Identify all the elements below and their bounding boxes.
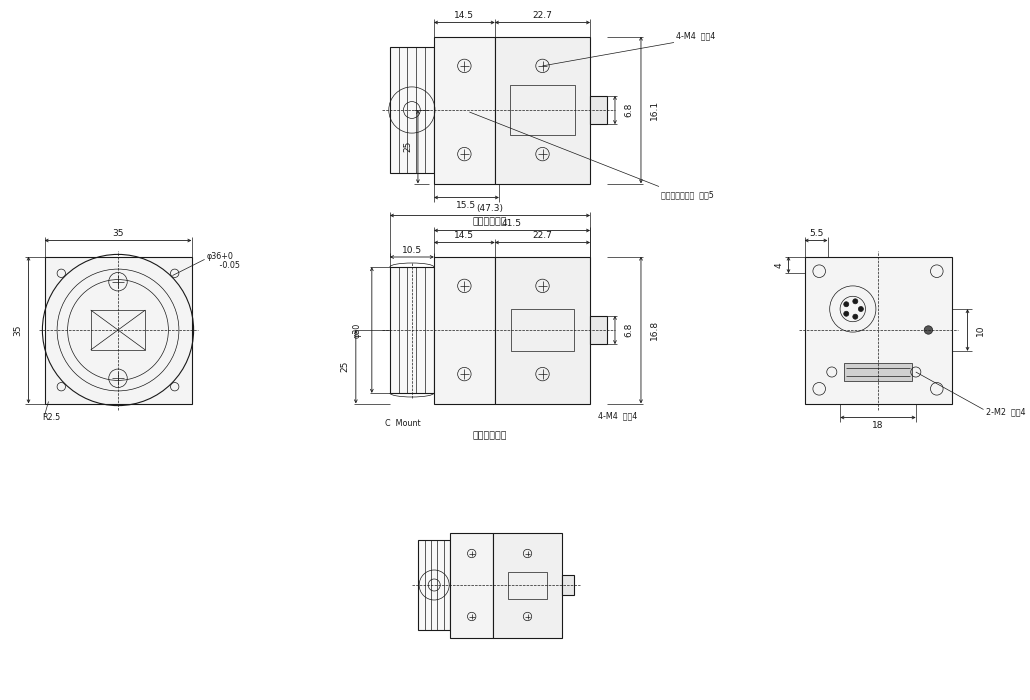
Bar	[590, 96, 607, 125]
Bar	[91, 310, 145, 350]
Text: 41.5: 41.5	[502, 220, 522, 228]
Bar	[590, 316, 607, 344]
Text: カメラ三脇ネジ  深き5: カメラ三脇ネジ 深き5	[661, 190, 714, 199]
Bar	[389, 47, 434, 173]
Bar	[561, 575, 574, 595]
Bar	[804, 256, 952, 403]
Text: 25: 25	[403, 141, 412, 153]
Text: 35: 35	[112, 230, 124, 239]
Text: C  Mount: C Mount	[385, 419, 420, 428]
Text: 16.1: 16.1	[650, 100, 659, 120]
Text: 6.8: 6.8	[624, 323, 633, 337]
Text: 対面同一形状: 対面同一形状	[473, 431, 507, 440]
Circle shape	[844, 312, 849, 316]
Text: 16.8: 16.8	[650, 320, 659, 340]
Text: 14.5: 14.5	[454, 11, 475, 20]
Bar	[510, 85, 575, 135]
Circle shape	[844, 302, 849, 307]
Text: 4-M4  深き4: 4-M4 深き4	[676, 32, 715, 41]
Text: 15.5: 15.5	[456, 200, 477, 209]
Bar	[434, 36, 494, 183]
Text: 対面同一形状: 対面同一形状	[473, 217, 507, 226]
Bar	[44, 256, 192, 403]
Bar	[494, 36, 590, 183]
Bar	[493, 533, 561, 638]
Bar	[418, 540, 450, 630]
Bar	[508, 571, 547, 598]
Bar	[845, 363, 912, 382]
Text: 25: 25	[341, 361, 350, 372]
Text: 35: 35	[13, 324, 23, 336]
Text: φ36+0: φ36+0	[207, 252, 234, 261]
Text: -0.05: -0.05	[207, 261, 240, 270]
Circle shape	[853, 314, 858, 319]
Text: 10.5: 10.5	[402, 246, 422, 255]
Text: 18: 18	[872, 421, 884, 430]
Bar	[434, 256, 494, 403]
Text: φ30: φ30	[353, 323, 362, 337]
Text: 4: 4	[775, 262, 784, 267]
Circle shape	[924, 326, 932, 334]
Circle shape	[853, 299, 858, 304]
Text: 4-M4  深き4: 4-M4 深き4	[598, 411, 638, 420]
Text: 2-M2  深き4: 2-M2 深き4	[987, 407, 1026, 416]
Text: 14.5: 14.5	[454, 232, 475, 241]
Bar	[450, 533, 493, 638]
Bar	[389, 267, 434, 393]
Bar	[494, 256, 590, 403]
Text: 22.7: 22.7	[533, 232, 552, 241]
Text: 22.7: 22.7	[533, 11, 552, 20]
Circle shape	[858, 307, 863, 312]
Text: 6.8: 6.8	[624, 103, 633, 117]
Text: 10: 10	[975, 324, 985, 336]
Text: (47.3): (47.3)	[477, 204, 504, 214]
Text: R2.5: R2.5	[42, 413, 61, 422]
Bar	[511, 309, 574, 351]
Text: 5.5: 5.5	[809, 230, 823, 239]
